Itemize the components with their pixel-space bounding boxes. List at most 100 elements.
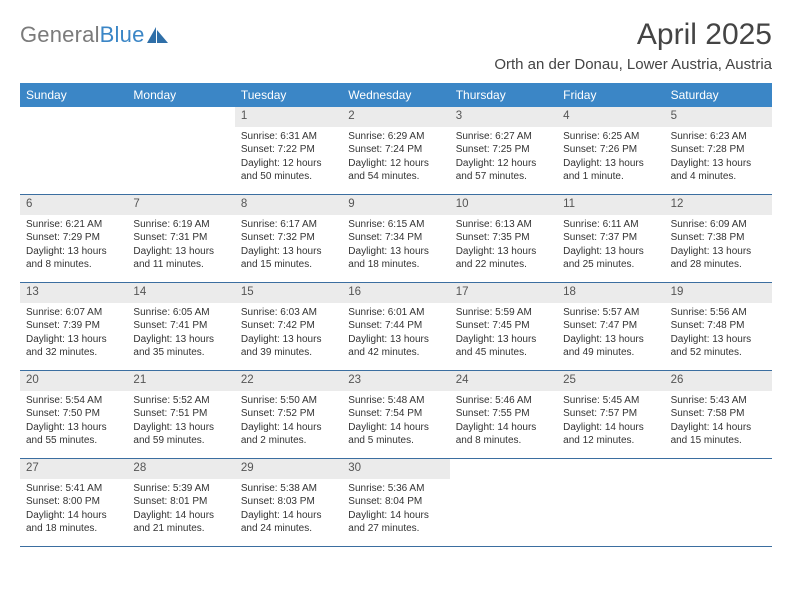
day-number: 22 <box>235 371 342 391</box>
day-number: 25 <box>557 371 664 391</box>
day-number: 23 <box>342 371 449 391</box>
day-number: 16 <box>342 283 449 303</box>
day-cell: 3Sunrise: 6:27 AMSunset: 7:25 PMDaylight… <box>450 107 557 195</box>
day-number: 12 <box>665 195 772 215</box>
day-number: 9 <box>342 195 449 215</box>
calendar: SundayMondayTuesdayWednesdayThursdayFrid… <box>20 83 772 547</box>
day-cell: 29Sunrise: 5:38 AMSunset: 8:03 PMDayligh… <box>235 459 342 547</box>
day-info: Sunrise: 5:41 AMSunset: 8:00 PMDaylight:… <box>20 479 127 536</box>
day-info: Sunrise: 6:21 AMSunset: 7:29 PMDaylight:… <box>20 215 127 272</box>
day-info: Sunrise: 5:46 AMSunset: 7:55 PMDaylight:… <box>450 391 557 448</box>
day-info: Sunrise: 6:17 AMSunset: 7:32 PMDaylight:… <box>235 215 342 272</box>
day-info: Sunrise: 6:25 AMSunset: 7:26 PMDaylight:… <box>557 127 664 184</box>
day-cell: 20Sunrise: 5:54 AMSunset: 7:50 PMDayligh… <box>20 371 127 459</box>
calendar-page: GeneralBlue April 2025 Orth an der Donau… <box>0 0 792 612</box>
weekday-header-row: SundayMondayTuesdayWednesdayThursdayFrid… <box>20 83 772 107</box>
day-info: Sunrise: 6:09 AMSunset: 7:38 PMDaylight:… <box>665 215 772 272</box>
empty-cell <box>450 459 557 547</box>
day-number: 1 <box>235 107 342 127</box>
day-number: 15 <box>235 283 342 303</box>
day-cell: 23Sunrise: 5:48 AMSunset: 7:54 PMDayligh… <box>342 371 449 459</box>
day-info: Sunrise: 5:59 AMSunset: 7:45 PMDaylight:… <box>450 303 557 360</box>
day-info: Sunrise: 6:19 AMSunset: 7:31 PMDaylight:… <box>127 215 234 272</box>
day-cell: 11Sunrise: 6:11 AMSunset: 7:37 PMDayligh… <box>557 195 664 283</box>
day-number: 26 <box>665 371 772 391</box>
day-number: 10 <box>450 195 557 215</box>
day-info: Sunrise: 5:39 AMSunset: 8:01 PMDaylight:… <box>127 479 234 536</box>
day-info: Sunrise: 5:50 AMSunset: 7:52 PMDaylight:… <box>235 391 342 448</box>
weekday-header: Saturday <box>665 83 772 107</box>
day-number: 30 <box>342 459 449 479</box>
day-number: 19 <box>665 283 772 303</box>
day-info: Sunrise: 5:54 AMSunset: 7:50 PMDaylight:… <box>20 391 127 448</box>
day-info: Sunrise: 5:43 AMSunset: 7:58 PMDaylight:… <box>665 391 772 448</box>
day-cell: 25Sunrise: 5:45 AMSunset: 7:57 PMDayligh… <box>557 371 664 459</box>
day-cell: 18Sunrise: 5:57 AMSunset: 7:47 PMDayligh… <box>557 283 664 371</box>
day-cell: 2Sunrise: 6:29 AMSunset: 7:24 PMDaylight… <box>342 107 449 195</box>
day-number: 21 <box>127 371 234 391</box>
day-cell: 26Sunrise: 5:43 AMSunset: 7:58 PMDayligh… <box>665 371 772 459</box>
day-info: Sunrise: 6:23 AMSunset: 7:28 PMDaylight:… <box>665 127 772 184</box>
day-cell: 10Sunrise: 6:13 AMSunset: 7:35 PMDayligh… <box>450 195 557 283</box>
day-cell: 12Sunrise: 6:09 AMSunset: 7:38 PMDayligh… <box>665 195 772 283</box>
day-number: 11 <box>557 195 664 215</box>
day-cell: 16Sunrise: 6:01 AMSunset: 7:44 PMDayligh… <box>342 283 449 371</box>
day-info: Sunrise: 6:01 AMSunset: 7:44 PMDaylight:… <box>342 303 449 360</box>
day-number: 17 <box>450 283 557 303</box>
day-info: Sunrise: 6:27 AMSunset: 7:25 PMDaylight:… <box>450 127 557 184</box>
empty-cell <box>20 107 127 195</box>
day-cell: 19Sunrise: 5:56 AMSunset: 7:48 PMDayligh… <box>665 283 772 371</box>
day-cell: 27Sunrise: 5:41 AMSunset: 8:00 PMDayligh… <box>20 459 127 547</box>
day-info: Sunrise: 5:36 AMSunset: 8:04 PMDaylight:… <box>342 479 449 536</box>
weekday-header: Friday <box>557 83 664 107</box>
day-info: Sunrise: 5:45 AMSunset: 7:57 PMDaylight:… <box>557 391 664 448</box>
day-number: 20 <box>20 371 127 391</box>
weekday-header: Tuesday <box>235 83 342 107</box>
day-number: 7 <box>127 195 234 215</box>
day-number: 27 <box>20 459 127 479</box>
weekday-header: Wednesday <box>342 83 449 107</box>
day-cell: 9Sunrise: 6:15 AMSunset: 7:34 PMDaylight… <box>342 195 449 283</box>
day-info: Sunrise: 5:48 AMSunset: 7:54 PMDaylight:… <box>342 391 449 448</box>
day-number: 13 <box>20 283 127 303</box>
location-text: Orth an der Donau, Lower Austria, Austri… <box>494 56 772 73</box>
day-number: 24 <box>450 371 557 391</box>
day-info: Sunrise: 6:15 AMSunset: 7:34 PMDaylight:… <box>342 215 449 272</box>
header: GeneralBlue April 2025 Orth an der Donau… <box>20 18 772 73</box>
day-cell: 13Sunrise: 6:07 AMSunset: 7:39 PMDayligh… <box>20 283 127 371</box>
month-title: April 2025 <box>494 18 772 52</box>
day-cell: 8Sunrise: 6:17 AMSunset: 7:32 PMDaylight… <box>235 195 342 283</box>
sail-icon <box>147 27 169 43</box>
day-cell: 21Sunrise: 5:52 AMSunset: 7:51 PMDayligh… <box>127 371 234 459</box>
day-info: Sunrise: 6:05 AMSunset: 7:41 PMDaylight:… <box>127 303 234 360</box>
day-info: Sunrise: 5:38 AMSunset: 8:03 PMDaylight:… <box>235 479 342 536</box>
day-info: Sunrise: 5:52 AMSunset: 7:51 PMDaylight:… <box>127 391 234 448</box>
day-info: Sunrise: 5:57 AMSunset: 7:47 PMDaylight:… <box>557 303 664 360</box>
day-cell: 17Sunrise: 5:59 AMSunset: 7:45 PMDayligh… <box>450 283 557 371</box>
day-cell: 5Sunrise: 6:23 AMSunset: 7:28 PMDaylight… <box>665 107 772 195</box>
day-number: 29 <box>235 459 342 479</box>
day-cell: 4Sunrise: 6:25 AMSunset: 7:26 PMDaylight… <box>557 107 664 195</box>
day-info: Sunrise: 6:29 AMSunset: 7:24 PMDaylight:… <box>342 127 449 184</box>
weekday-header: Sunday <box>20 83 127 107</box>
day-number: 18 <box>557 283 664 303</box>
calendar-grid: 1Sunrise: 6:31 AMSunset: 7:22 PMDaylight… <box>20 107 772 547</box>
day-cell: 1Sunrise: 6:31 AMSunset: 7:22 PMDaylight… <box>235 107 342 195</box>
empty-cell <box>665 459 772 547</box>
day-info: Sunrise: 6:07 AMSunset: 7:39 PMDaylight:… <box>20 303 127 360</box>
weekday-header: Monday <box>127 83 234 107</box>
day-info: Sunrise: 6:31 AMSunset: 7:22 PMDaylight:… <box>235 127 342 184</box>
day-info: Sunrise: 6:13 AMSunset: 7:35 PMDaylight:… <box>450 215 557 272</box>
day-info: Sunrise: 6:11 AMSunset: 7:37 PMDaylight:… <box>557 215 664 272</box>
day-cell: 22Sunrise: 5:50 AMSunset: 7:52 PMDayligh… <box>235 371 342 459</box>
day-number: 28 <box>127 459 234 479</box>
day-number: 4 <box>557 107 664 127</box>
brand-part1: General <box>20 24 100 46</box>
brand-logo: GeneralBlue <box>20 24 169 46</box>
day-info: Sunrise: 6:03 AMSunset: 7:42 PMDaylight:… <box>235 303 342 360</box>
day-cell: 6Sunrise: 6:21 AMSunset: 7:29 PMDaylight… <box>20 195 127 283</box>
day-number: 3 <box>450 107 557 127</box>
day-cell: 30Sunrise: 5:36 AMSunset: 8:04 PMDayligh… <box>342 459 449 547</box>
empty-cell <box>127 107 234 195</box>
day-number: 5 <box>665 107 772 127</box>
